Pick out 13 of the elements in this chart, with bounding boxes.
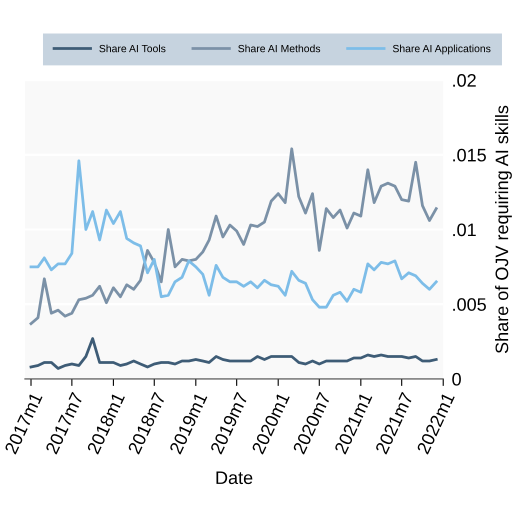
y-tick-label: .02	[453, 74, 476, 87]
y-tick-label: .01	[453, 223, 476, 236]
x-axis-title: Date	[216, 472, 252, 484]
line-series	[30, 147, 438, 326]
legend-label: Share AI Methods	[238, 44, 320, 52]
y-tick-label: .015	[453, 148, 486, 162]
y-axis-title: Share of OJV requiring AI skills	[495, 106, 512, 354]
line-series	[30, 337, 438, 370]
y-tick-label: 0	[452, 372, 461, 386]
line-series	[30, 159, 438, 309]
y-tick-label: .005	[453, 298, 486, 311]
legend-label: Share AI Tools	[99, 44, 166, 52]
legend-label: Share AI Applications	[392, 44, 490, 54]
